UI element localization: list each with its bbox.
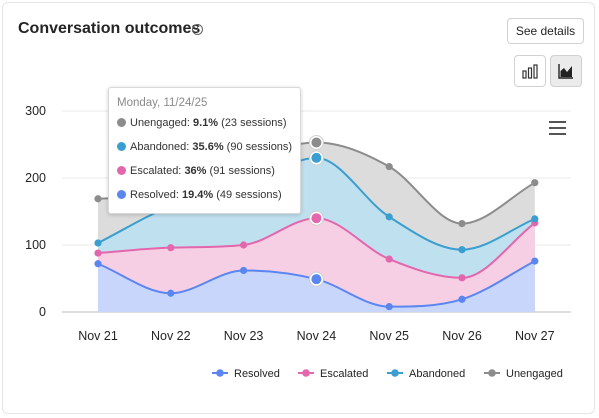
bar-chart-view-button[interactable] (514, 55, 546, 87)
point-resolved (531, 257, 539, 265)
point-resolved (94, 260, 102, 268)
point-resolved (167, 289, 175, 297)
point-unengaged (94, 195, 102, 203)
point-escalated (311, 213, 322, 224)
legend-item-escalated: Escalated (298, 368, 368, 380)
y-tick-label: 300 (25, 104, 46, 118)
tooltip-series-label: Resolved: (130, 189, 179, 201)
tooltip-series-dot (117, 142, 126, 151)
area-chart-icon (558, 64, 573, 79)
point-abandoned (311, 152, 322, 163)
legend-item-resolved: Resolved (212, 368, 280, 380)
tooltip-series-label: Unengaged: (130, 117, 190, 129)
legend-swatch-dot (488, 369, 496, 377)
legend-item-abandoned: Abandoned (387, 368, 465, 380)
x-tick-label: Nov 21 (78, 329, 118, 343)
point-abandoned (385, 213, 393, 221)
legend-swatch-dot (302, 369, 310, 377)
point-abandoned (458, 246, 466, 254)
legend-swatch-dot (391, 369, 399, 377)
point-escalated (385, 255, 393, 263)
point-unengaged (385, 163, 393, 171)
point-abandoned (531, 215, 539, 223)
point-unengaged (531, 179, 539, 187)
point-resolved (311, 274, 322, 285)
legend-item-unengaged: Unengaged (484, 368, 563, 380)
card-title: Conversation outcomes (18, 20, 201, 37)
point-resolved (385, 303, 393, 311)
point-escalated (240, 241, 248, 249)
x-tick-label: Nov 22 (151, 329, 191, 343)
tooltip-row: Abandoned: 35.6% (90 sessions) (117, 141, 292, 153)
tooltip-series-percent: 36% (184, 165, 207, 177)
point-unengaged (458, 219, 466, 228)
legend-label: Escalated (320, 368, 368, 380)
point-escalated (167, 244, 175, 252)
legend-label: Resolved (234, 368, 280, 380)
y-tick-label: 100 (25, 238, 46, 252)
chart-menu-icon[interactable] (549, 121, 566, 135)
legend-label: Unengaged (506, 368, 563, 380)
point-resolved (458, 295, 466, 303)
tooltip-series-dot (117, 190, 126, 199)
tooltip-series-percent: 9.1% (193, 117, 219, 129)
legend-label: Abandoned (409, 368, 465, 380)
tooltip-series-label: Abandoned: (130, 141, 190, 153)
tooltip-series-sessions: (23 sessions) (221, 117, 287, 129)
tooltip-series-sessions: (91 sessions) (209, 165, 275, 177)
tooltip-row: Resolved: 19.4% (49 sessions) (117, 189, 282, 201)
info-icon[interactable] (192, 24, 203, 35)
x-tick-label: Nov 26 (442, 329, 482, 343)
chart-tooltip: Monday, 11/24/25 Unengaged: 9.1% (23 ses… (108, 87, 301, 214)
tooltip-series-dot (117, 118, 126, 127)
bar-chart-icon (522, 64, 538, 79)
x-tick-label: Nov 23 (224, 329, 264, 343)
tooltip-row: Escalated: 36% (91 sessions) (117, 165, 275, 177)
x-tick-label: Nov 25 (369, 329, 409, 343)
point-escalated (458, 274, 466, 282)
point-unengaged (311, 137, 322, 148)
tooltip-date: Monday, 11/24/25 (117, 97, 208, 109)
tooltip-series-sessions: (90 sessions) (226, 141, 293, 153)
see-details-button[interactable]: See details (507, 18, 584, 44)
y-tick-label: 200 (25, 171, 46, 185)
tooltip-series-label: Escalated: (130, 165, 182, 177)
point-resolved (240, 266, 248, 275)
point-escalated (94, 249, 102, 257)
legend-swatch-dot (216, 369, 224, 377)
point-abandoned (94, 239, 102, 247)
tooltip-series-sessions: (49 sessions) (216, 189, 282, 201)
x-tick-label: Nov 24 (297, 329, 337, 343)
tooltip-series-percent: 19.4% (181, 189, 214, 201)
tooltip-series-percent: 35.6% (192, 141, 224, 153)
y-tick-label: 0 (39, 305, 46, 319)
x-tick-label: Nov 27 (515, 329, 555, 343)
area-chart-view-button[interactable] (550, 55, 582, 87)
tooltip-series-dot (117, 166, 126, 175)
tooltip-row: Unengaged: 9.1% (23 sessions) (117, 117, 287, 129)
